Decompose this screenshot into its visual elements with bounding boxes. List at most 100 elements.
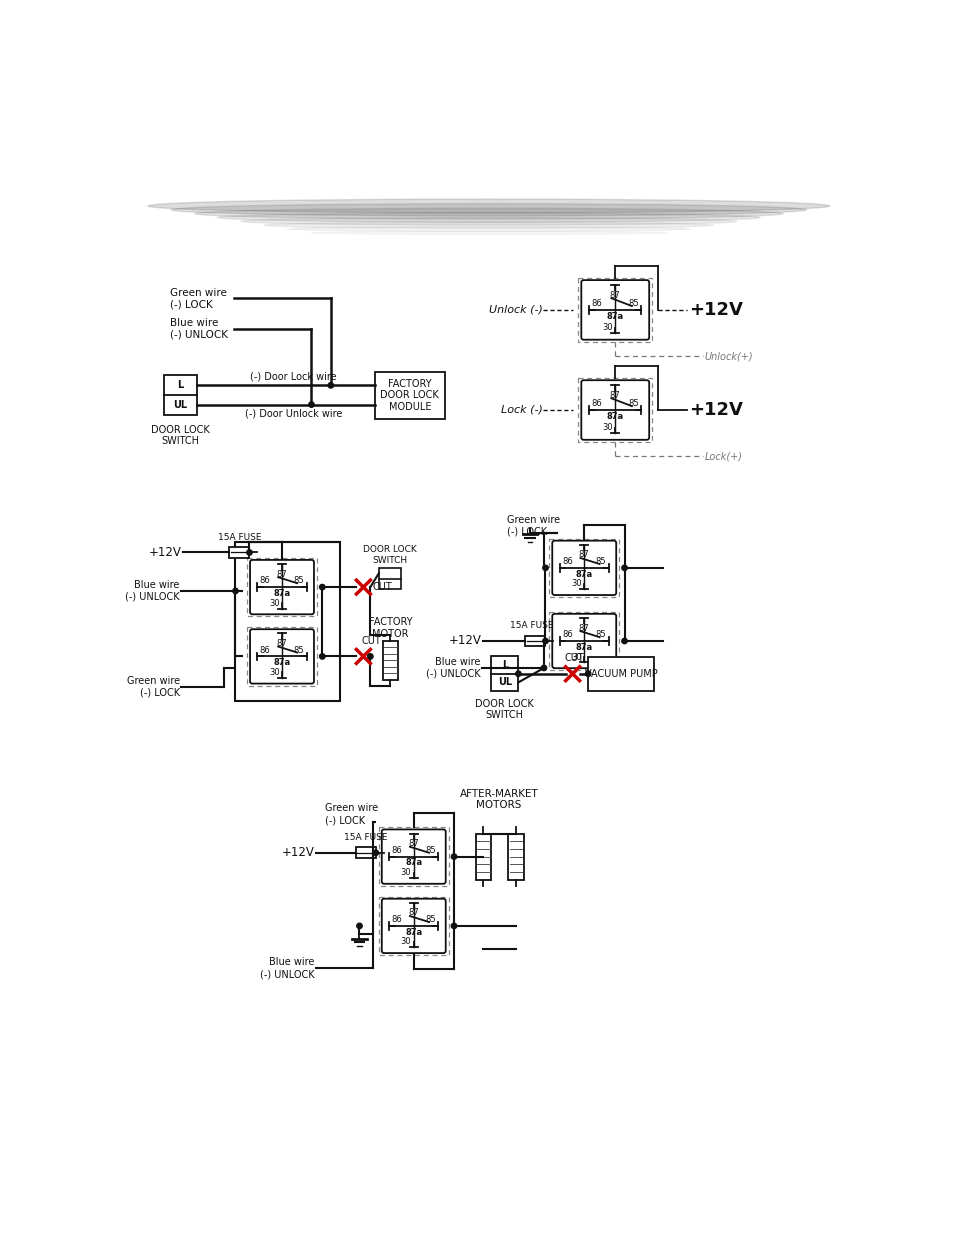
- Ellipse shape: [194, 209, 782, 219]
- Text: 87: 87: [609, 390, 620, 400]
- Text: Green wire
(-) LOCK: Green wire (-) LOCK: [324, 804, 377, 825]
- Text: AFTER-MARKET
MOTORS: AFTER-MARKET MOTORS: [459, 789, 537, 810]
- Text: 87a: 87a: [274, 589, 291, 598]
- Text: 87a: 87a: [575, 642, 592, 652]
- Text: 30: 30: [269, 668, 279, 677]
- Bar: [247, 558, 316, 616]
- Text: 85: 85: [425, 915, 436, 924]
- Text: CUT: CUT: [373, 582, 392, 592]
- Circle shape: [621, 638, 627, 643]
- Text: 30: 30: [571, 652, 581, 662]
- Text: Blue wire
(-) UNLOCK: Blue wire (-) UNLOCK: [125, 580, 179, 601]
- Ellipse shape: [264, 222, 713, 228]
- Text: 86: 86: [259, 646, 271, 655]
- Text: 87: 87: [578, 551, 589, 559]
- Circle shape: [319, 653, 325, 659]
- Text: DOOR LOCK
SWITCH: DOOR LOCK SWITCH: [151, 425, 210, 446]
- Text: 85: 85: [596, 557, 606, 566]
- Text: 30: 30: [400, 868, 411, 877]
- Bar: [587, 657, 654, 692]
- Text: +12V: +12V: [281, 846, 314, 860]
- Bar: [491, 656, 517, 692]
- Text: +12V: +12V: [688, 401, 742, 419]
- Circle shape: [542, 566, 548, 571]
- Bar: [247, 627, 316, 685]
- Text: +12V: +12V: [149, 546, 181, 559]
- Text: 87: 87: [408, 909, 418, 918]
- Text: Unlock(+): Unlock(+): [703, 351, 752, 361]
- Text: 85: 85: [596, 630, 606, 640]
- Bar: [549, 538, 618, 597]
- Circle shape: [319, 584, 325, 590]
- Text: CUT: CUT: [564, 653, 583, 663]
- Circle shape: [621, 566, 627, 571]
- Bar: [382, 641, 397, 679]
- Text: UL: UL: [497, 677, 512, 688]
- Bar: [508, 834, 523, 879]
- Text: 87a: 87a: [606, 311, 623, 321]
- Text: 87: 87: [609, 290, 620, 300]
- Bar: [578, 278, 652, 342]
- Text: 86: 86: [391, 915, 402, 924]
- Text: Green wire
(-) LOCK: Green wire (-) LOCK: [170, 288, 226, 309]
- Ellipse shape: [171, 204, 806, 216]
- Text: 87a: 87a: [274, 658, 291, 667]
- Text: 85: 85: [627, 399, 638, 409]
- Text: Green wire
(-) LOCK: Green wire (-) LOCK: [127, 677, 179, 698]
- Text: 30: 30: [601, 424, 612, 432]
- Bar: [378, 827, 448, 885]
- Text: Blue wire
(-) UNLOCK: Blue wire (-) UNLOCK: [425, 657, 480, 679]
- Circle shape: [309, 401, 314, 408]
- Text: (-) Door Lock wire: (-) Door Lock wire: [250, 372, 336, 382]
- Text: DOOR LOCK
SWITCH: DOOR LOCK SWITCH: [362, 546, 416, 564]
- Text: VACUUM PUMP: VACUUM PUMP: [584, 669, 657, 679]
- Circle shape: [451, 853, 456, 860]
- Text: 87: 87: [408, 839, 418, 848]
- Ellipse shape: [287, 227, 690, 231]
- Text: L: L: [177, 380, 183, 390]
- Bar: [235, 542, 340, 701]
- Text: +12V: +12V: [688, 301, 742, 319]
- Text: DOOR LOCK
SWITCH: DOOR LOCK SWITCH: [475, 699, 534, 720]
- Text: Lock(+): Lock(+): [703, 451, 741, 461]
- Circle shape: [328, 383, 334, 388]
- Text: FACTORY
MOTOR: FACTORY MOTOR: [368, 618, 412, 638]
- Text: 87: 87: [276, 569, 287, 579]
- Text: 86: 86: [561, 630, 572, 640]
- Text: 30: 30: [269, 599, 279, 608]
- Text: 85: 85: [294, 577, 304, 585]
- Text: 87a: 87a: [405, 927, 422, 936]
- Text: FACTORY
DOOR LOCK
MODULE: FACTORY DOOR LOCK MODULE: [380, 379, 438, 412]
- Bar: [578, 378, 652, 442]
- Text: Green wire
(-) LOCK: Green wire (-) LOCK: [506, 515, 559, 536]
- Bar: [549, 611, 618, 671]
- Text: 15A FUSE: 15A FUSE: [509, 621, 553, 630]
- Bar: [476, 834, 491, 879]
- Bar: [375, 372, 444, 419]
- Circle shape: [233, 588, 238, 594]
- Text: 15A FUSE: 15A FUSE: [217, 532, 261, 542]
- Text: 87a: 87a: [405, 858, 422, 867]
- Text: 85: 85: [294, 646, 304, 655]
- Circle shape: [247, 550, 252, 556]
- Ellipse shape: [217, 212, 760, 222]
- Text: Unlock (-): Unlock (-): [489, 305, 542, 315]
- Bar: [378, 897, 448, 955]
- Text: Blue wire
(-) UNLOCK: Blue wire (-) UNLOCK: [170, 319, 228, 340]
- Text: 86: 86: [259, 577, 271, 585]
- Text: 86: 86: [591, 399, 602, 409]
- Circle shape: [542, 638, 548, 643]
- Bar: [355, 847, 375, 858]
- Circle shape: [356, 924, 362, 929]
- Text: 85: 85: [425, 846, 436, 855]
- Ellipse shape: [241, 217, 736, 225]
- Bar: [525, 636, 545, 646]
- Circle shape: [373, 850, 378, 856]
- Text: 30: 30: [601, 324, 612, 332]
- Text: 86: 86: [591, 299, 602, 309]
- Circle shape: [585, 671, 590, 677]
- Bar: [378, 568, 400, 589]
- Text: 87: 87: [276, 638, 287, 648]
- Text: 87a: 87a: [575, 569, 592, 578]
- Circle shape: [540, 666, 546, 671]
